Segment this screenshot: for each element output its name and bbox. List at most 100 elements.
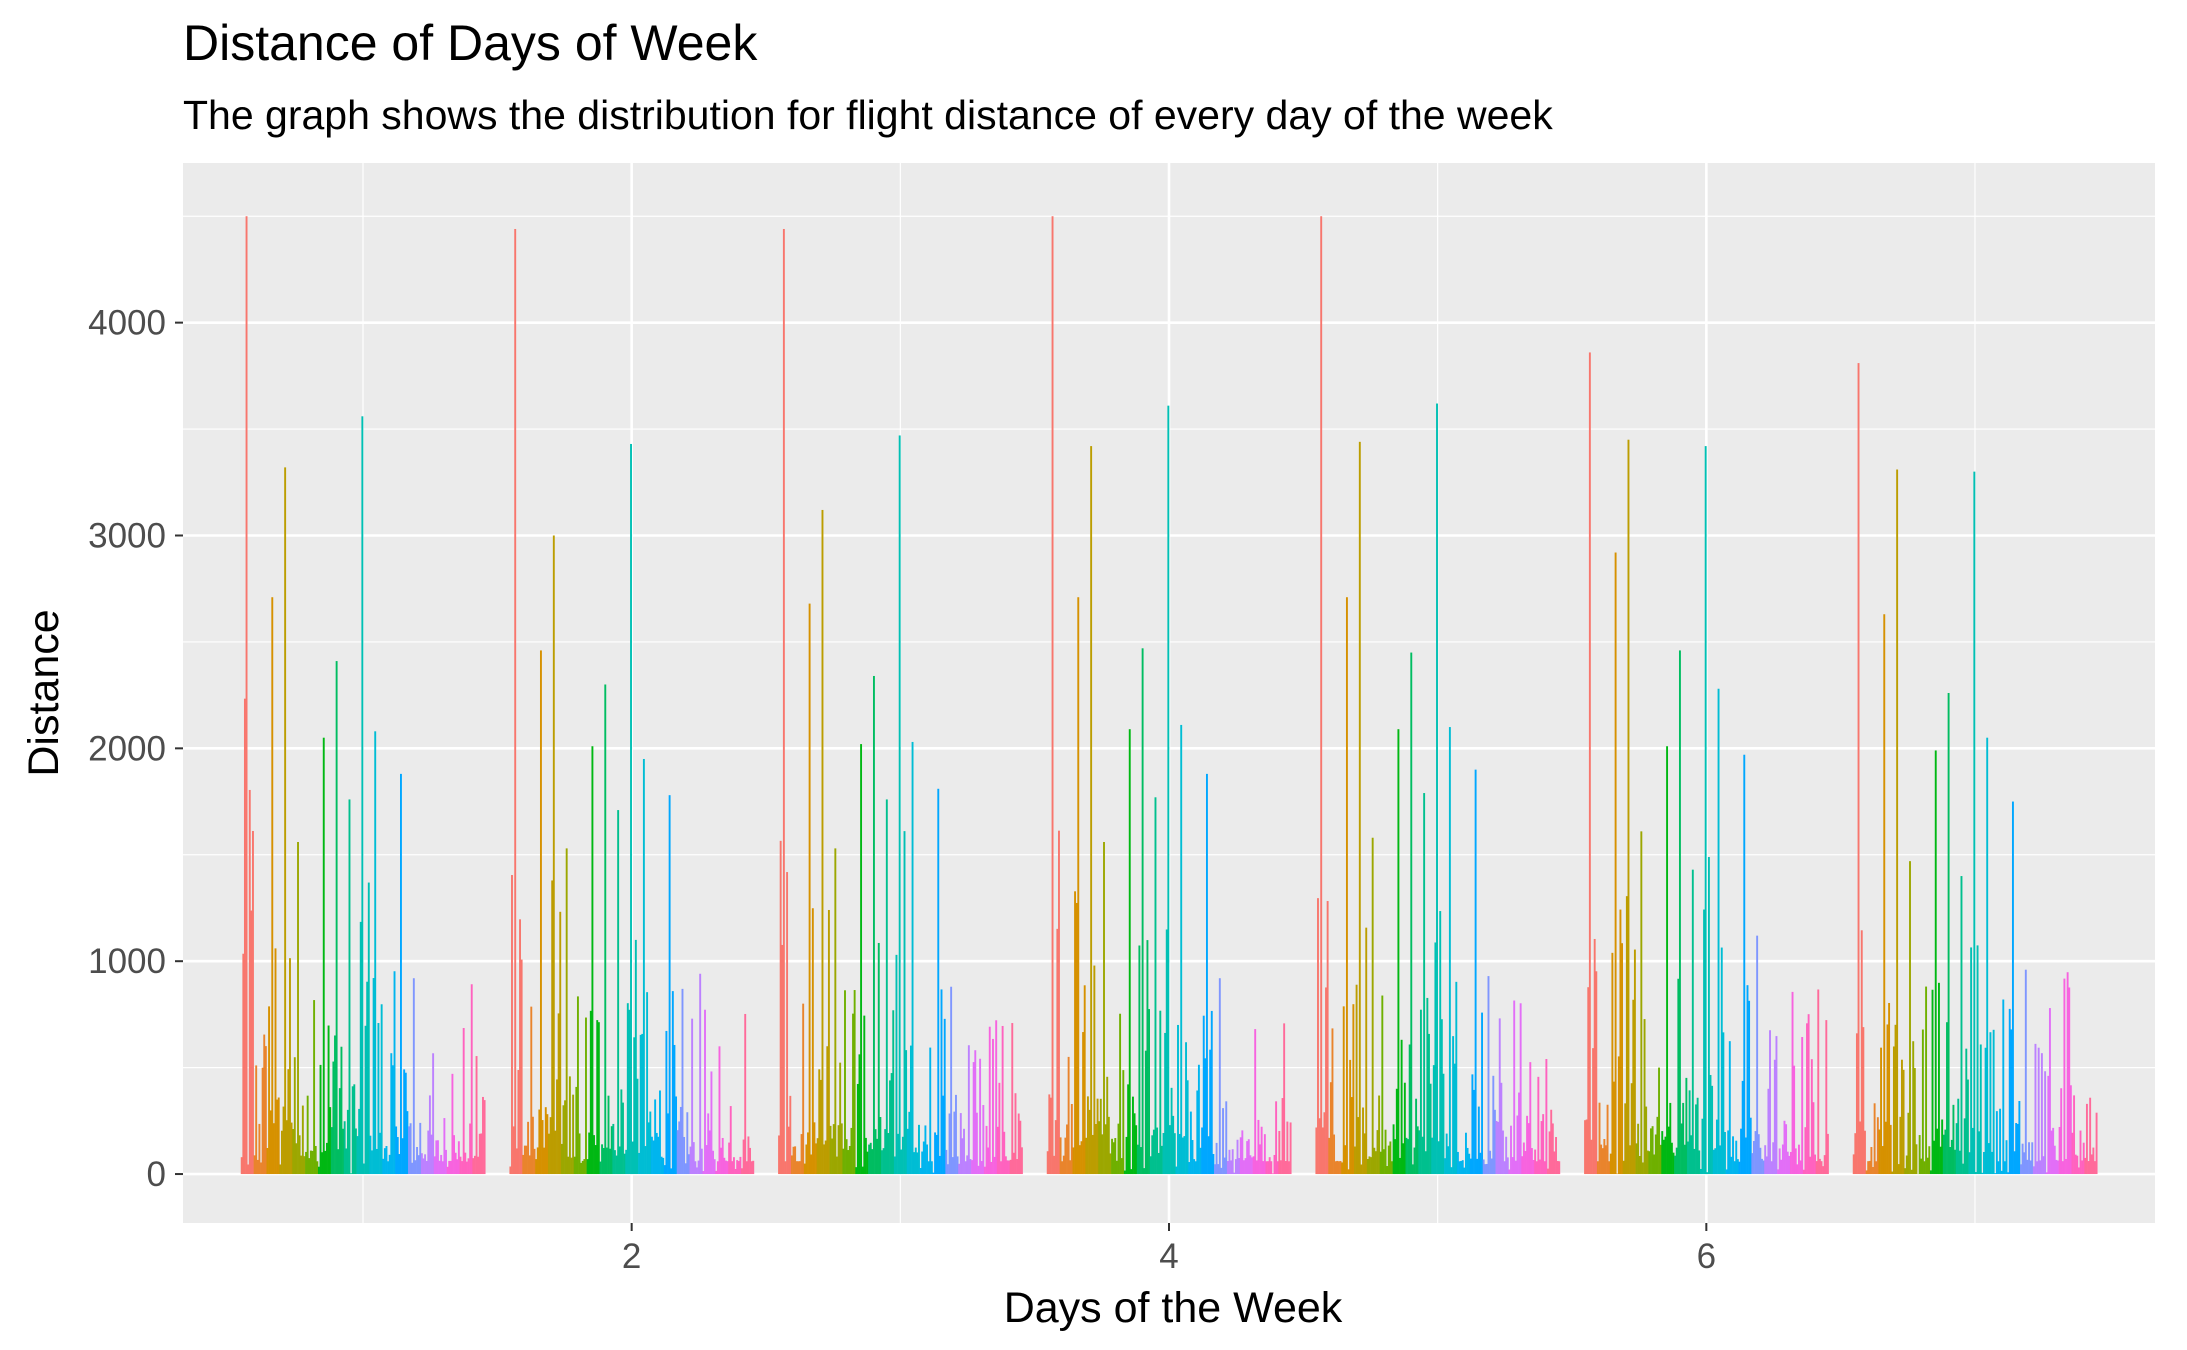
bar — [980, 1161, 983, 1175]
bar — [1976, 945, 1979, 1175]
bar — [992, 1038, 994, 1175]
bar — [2037, 1047, 2040, 1175]
bar — [792, 1146, 795, 1175]
bar — [1466, 1147, 1469, 1175]
bar — [1950, 1139, 1953, 1175]
bar — [313, 1000, 316, 1175]
bar — [750, 1161, 753, 1175]
bar — [1983, 1151, 1985, 1175]
bar — [1770, 1161, 1773, 1175]
bar — [749, 1147, 751, 1175]
bar — [1986, 737, 1989, 1175]
bar — [1695, 1104, 1697, 1175]
bar — [1123, 1170, 1126, 1175]
bar — [564, 1100, 567, 1175]
bar — [662, 1157, 665, 1175]
bar — [1489, 1150, 1492, 1175]
bar — [1534, 1149, 1537, 1175]
bar — [799, 1161, 801, 1175]
bar — [1439, 911, 1442, 1175]
bar — [1474, 769, 1477, 1175]
bar — [248, 789, 251, 1175]
bar — [2026, 1159, 2029, 1175]
bar — [1074, 891, 1077, 1175]
bar — [1658, 1067, 1660, 1175]
bar — [1881, 1146, 1884, 1175]
bar — [938, 1155, 941, 1175]
bar — [927, 1161, 930, 1175]
bar — [1329, 1082, 1332, 1175]
bar — [1072, 1147, 1075, 1175]
bar — [557, 1013, 560, 1175]
bar — [319, 1064, 322, 1175]
bar — [1714, 1148, 1717, 1175]
bar — [1180, 724, 1183, 1175]
bar — [305, 1151, 308, 1175]
bar — [406, 1111, 409, 1175]
bar — [610, 1126, 613, 1175]
bar — [863, 1015, 866, 1175]
bar — [533, 1148, 536, 1175]
bar — [443, 1118, 446, 1175]
bar — [745, 1161, 748, 1175]
bar — [1061, 1161, 1064, 1175]
bar — [2044, 1071, 2047, 1175]
bar — [1632, 999, 1635, 1175]
bar — [1548, 1131, 1551, 1175]
bar — [369, 1135, 372, 1175]
bar — [1154, 797, 1157, 1175]
bar — [1929, 1170, 1932, 1175]
bar — [277, 1097, 280, 1175]
bar — [1864, 1130, 1866, 1175]
day-group — [1852, 363, 2098, 1175]
bar — [2090, 1154, 2093, 1175]
x-tick-label: 2 — [622, 1237, 641, 1276]
bar — [1704, 446, 1707, 1175]
bar — [1690, 1135, 1693, 1175]
bar — [848, 1145, 851, 1175]
bar — [403, 1069, 406, 1175]
bar — [1201, 1127, 1204, 1175]
bar — [1152, 1129, 1155, 1175]
bar — [2011, 801, 2014, 1175]
bar — [790, 1155, 793, 1175]
bar — [1701, 1118, 1704, 1175]
bar — [1357, 1117, 1360, 1175]
bar — [1128, 729, 1131, 1175]
bar — [1411, 1164, 1414, 1175]
bar — [573, 1156, 576, 1175]
bar — [630, 443, 632, 1175]
bar — [1746, 985, 1749, 1175]
bar — [881, 1150, 883, 1175]
bar — [342, 1128, 345, 1175]
bar — [1609, 1153, 1612, 1175]
bar — [1374, 1151, 1377, 1175]
bar — [523, 1145, 526, 1175]
bar — [1633, 949, 1636, 1175]
bar — [1703, 909, 1706, 1175]
bar — [879, 1117, 882, 1175]
bar — [707, 1113, 710, 1175]
bar — [847, 1150, 850, 1175]
bar — [742, 1139, 745, 1175]
bar — [1339, 1161, 1342, 1175]
bar — [1719, 1145, 1722, 1175]
bar — [1678, 650, 1681, 1175]
bar — [1521, 1156, 1524, 1175]
bar — [795, 1161, 798, 1175]
bar — [1817, 989, 1820, 1175]
bar — [646, 992, 649, 1175]
bar — [284, 467, 287, 1175]
bar — [560, 1143, 563, 1175]
bar — [1675, 1147, 1678, 1175]
bar — [1870, 1147, 1873, 1175]
bar — [1095, 1124, 1097, 1175]
bar — [1141, 648, 1144, 1175]
bar — [1238, 1158, 1241, 1175]
bar — [1400, 1039, 1403, 1175]
bar — [1101, 1134, 1104, 1175]
bar — [1767, 1088, 1770, 1175]
bar — [647, 1122, 650, 1175]
bar — [1688, 1090, 1691, 1175]
chart-title: Distance of Days of Week — [183, 15, 758, 71]
